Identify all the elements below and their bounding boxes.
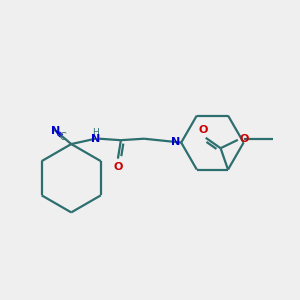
Text: N: N [91, 134, 100, 144]
Text: H: H [92, 128, 99, 137]
Text: O: O [240, 134, 249, 144]
Text: O: O [198, 125, 207, 135]
Text: C: C [59, 132, 66, 142]
Text: N: N [171, 137, 181, 147]
Text: N: N [51, 126, 60, 136]
Text: O: O [113, 162, 123, 172]
